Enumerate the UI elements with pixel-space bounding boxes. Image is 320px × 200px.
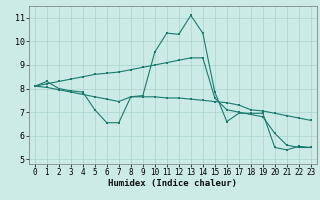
X-axis label: Humidex (Indice chaleur): Humidex (Indice chaleur) — [108, 179, 237, 188]
